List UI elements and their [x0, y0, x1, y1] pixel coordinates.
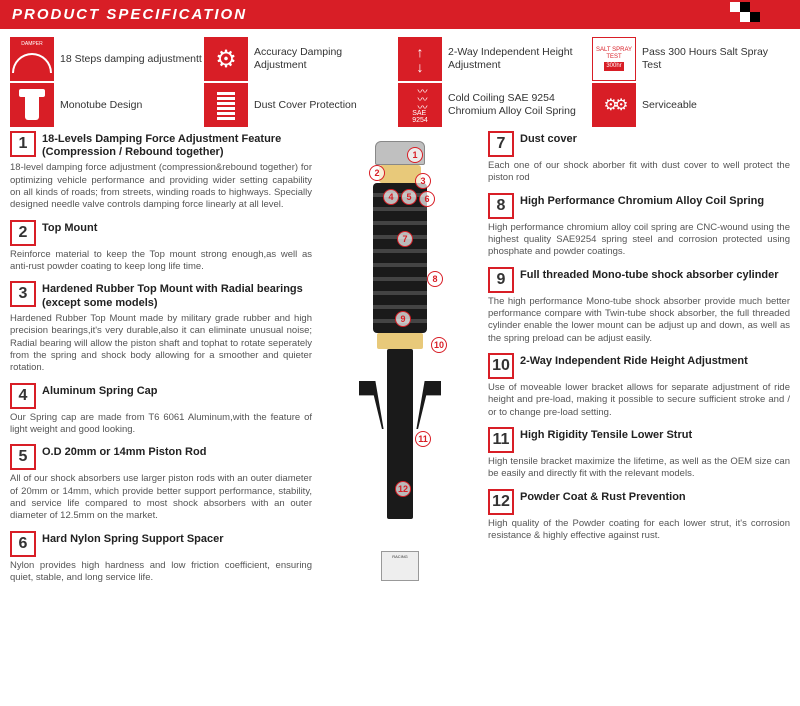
spec-item: 118-Levels Damping Force Adjustment Feat…	[10, 131, 312, 212]
salt-icon: SALT SPRAYTEST300hr	[592, 37, 636, 81]
spec-item: 9 Full threaded Mono-tube shock absorber …	[488, 267, 790, 345]
spec-item: 5 O.D 20mm or 14mm Piston Rod All of our s…	[10, 444, 312, 522]
spec-item: 11 High Rigidity Tensile Lower Strut High …	[488, 427, 790, 481]
spec-body: High tensile bracket maximize the lifeti…	[488, 456, 790, 481]
diagram-callout: 4	[383, 189, 399, 205]
feature-label: Serviceable	[642, 99, 697, 112]
spec-item: 4 Aluminum Spring Cap Our Spring cap are m…	[10, 383, 312, 437]
spec-number-box: 7	[488, 131, 514, 157]
diagram-callout: 1	[407, 147, 423, 163]
gear-icon	[204, 37, 248, 81]
coilover-illustration: RACING 123456789101112	[355, 141, 445, 581]
feature-label: Dust Cover Protection	[254, 99, 357, 112]
spec-title: 2-Way Independent Ride Height Adjustment	[520, 353, 748, 368]
spec-title: 18-Levels Damping Force Adjustment Featu…	[42, 131, 312, 159]
spec-body: All of our shock absorbers use larger pi…	[10, 473, 312, 522]
spec-number-box: 1	[10, 131, 36, 157]
spec-item: 2 Top Mount Reinforce material to keep the…	[10, 220, 312, 274]
spec-title: Full threaded Mono-tube shock absorber c…	[520, 267, 779, 282]
spec-item: 3Hardened Rubber Top Mount with Radial b…	[10, 281, 312, 374]
header-flag-icon	[730, 0, 780, 29]
feature-label: Cold Coiling SAE 9254 Chromium Alloy Coi…	[448, 92, 590, 117]
service-icon	[592, 83, 636, 127]
main-content: 118-Levels Damping Force Adjustment Feat…	[0, 131, 800, 592]
spec-number-box: 9	[488, 267, 514, 293]
spec-body: Hardened Rubber Top Mount made by milita…	[10, 313, 312, 375]
header-bar: PRODUCT SPECIFICATION	[0, 0, 800, 29]
spec-item: 8 High Performance Chromium Alloy Coil Sp…	[488, 193, 790, 259]
diagram-callout: 12	[395, 481, 411, 497]
spec-number-box: 6	[10, 531, 36, 557]
diagram-callout: 6	[419, 191, 435, 207]
dust-icon	[204, 83, 248, 127]
feature-grid: 18 Steps damping adjustmentt Accuracy Dam…	[0, 29, 800, 131]
spec-body: The high performance Mono-tube shock abs…	[488, 296, 790, 345]
spec-body: Reinforce material to keep the Top mount…	[10, 249, 312, 274]
spec-body: Each one of our shock aborber fit with d…	[488, 160, 790, 185]
feature-item: SALT SPRAYTEST300hrPass 300 Hours Salt S…	[592, 37, 784, 81]
spec-number-box: 8	[488, 193, 514, 219]
spec-number-box: 11	[488, 427, 514, 453]
spec-number-box: 2	[10, 220, 36, 246]
height-icon	[398, 37, 442, 81]
diagram-callout: 3	[415, 173, 431, 189]
spec-body: High performance chromium alloy coil spr…	[488, 222, 790, 259]
feature-label: Monotube Design	[60, 99, 142, 112]
feature-item: 2-Way Independent Height Adjustment	[398, 37, 590, 81]
diagram-callout: 5	[401, 189, 417, 205]
feature-item: 18 Steps damping adjustmentt	[10, 37, 202, 81]
spec-number-box: 10	[488, 353, 514, 379]
feature-item: Accuracy Damping Adjustment	[204, 37, 396, 81]
spec-number-box: 12	[488, 489, 514, 515]
spec-number-box: 5	[10, 444, 36, 470]
spec-title: Hardened Rubber Top Mount with Radial be…	[42, 281, 312, 309]
diagram-callout: 7	[397, 231, 413, 247]
header-title: PRODUCT SPECIFICATION	[12, 6, 247, 23]
spec-item: 7 Dust cover Each one of our shock aborber…	[488, 131, 790, 185]
spec-title: Aluminum Spring Cap	[42, 383, 158, 398]
feature-item: Monotube Design	[10, 83, 202, 127]
spec-body: High quality of the Powder coating for e…	[488, 518, 790, 543]
spec-title: High Rigidity Tensile Lower Strut	[520, 427, 692, 442]
mono-icon	[10, 83, 54, 127]
feature-label: 18 Steps damping adjustmentt	[60, 53, 202, 66]
spec-body: Our Spring cap are made from T6 6061 Alu…	[10, 412, 312, 437]
product-diagram: RACING 123456789101112	[320, 131, 480, 592]
feature-item: Dust Cover Protection	[204, 83, 396, 127]
spec-number-box: 3	[10, 281, 36, 307]
feature-item: Serviceable	[592, 83, 784, 127]
spec-body: Nylon provides high hardness and low fri…	[10, 560, 312, 585]
spec-title: O.D 20mm or 14mm Piston Rod	[42, 444, 206, 459]
spec-item: 10 2-Way Independent Ride Height Adjustme…	[488, 353, 790, 419]
gauge-icon	[10, 37, 54, 81]
product-sticker: RACING	[381, 551, 419, 581]
spec-item: 12 Powder Coat & Rust Prevention High qual…	[488, 489, 790, 543]
spec-item: 6 Hard Nylon Spring Support Spacer Nylon p…	[10, 531, 312, 585]
spec-title: Powder Coat & Rust Prevention	[520, 489, 686, 504]
spec-title: Dust cover	[520, 131, 577, 146]
spec-number-box: 4	[10, 383, 36, 409]
spec-title: Hard Nylon Spring Support Spacer	[42, 531, 224, 546]
spec-body: Use of moveable lower bracket allows for…	[488, 382, 790, 419]
diagram-callout: 9	[395, 311, 411, 327]
diagram-callout: 11	[415, 431, 431, 447]
diagram-callout: 8	[427, 271, 443, 287]
feature-label: Pass 300 Hours Salt Spray Test	[642, 46, 784, 71]
specs-column-right: 7 Dust cover Each one of our shock aborber…	[480, 131, 790, 592]
feature-label: 2-Way Independent Height Adjustment	[448, 46, 590, 71]
coil-icon: SAE9254	[398, 83, 442, 127]
feature-item: SAE9254Cold Coiling SAE 9254 Chromium Al…	[398, 83, 590, 127]
spec-body: 18-level damping force adjustment (compr…	[10, 162, 312, 211]
spec-title: Top Mount	[42, 220, 97, 235]
spec-title: High Performance Chromium Alloy Coil Spr…	[520, 193, 764, 208]
diagram-callout: 10	[431, 337, 447, 353]
diagram-callout: 2	[369, 165, 385, 181]
feature-label: Accuracy Damping Adjustment	[254, 46, 396, 71]
specs-column-left: 118-Levels Damping Force Adjustment Feat…	[10, 131, 320, 592]
